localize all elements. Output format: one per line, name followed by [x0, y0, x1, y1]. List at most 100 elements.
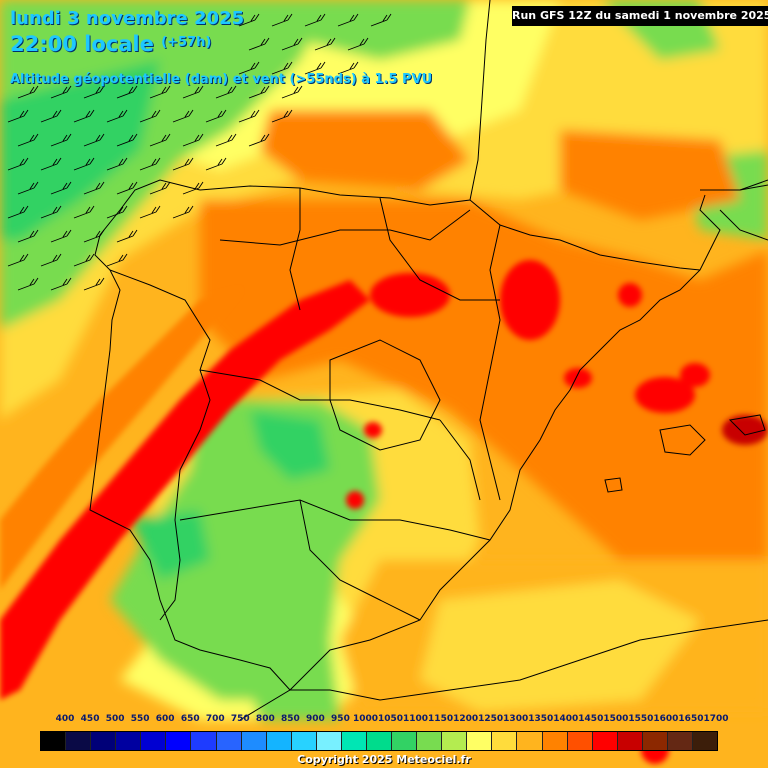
- legend-swatch: [66, 732, 92, 750]
- wind-barb: [106, 109, 128, 123]
- wind-barb: [248, 85, 270, 99]
- legend-label: 650: [180, 714, 200, 724]
- wind-barb: [370, 13, 392, 27]
- legend-label: 1100: [403, 714, 429, 724]
- border-portugal: [109, 269, 211, 621]
- wind-barb: [83, 277, 105, 291]
- wind-barb: [314, 37, 336, 51]
- field-green-nw-core: [0, 60, 160, 240]
- borders: [89, 0, 768, 721]
- wind-barb: [73, 109, 95, 123]
- wind-barb: [40, 205, 62, 219]
- wind-barb: [83, 85, 105, 99]
- region-2: [289, 188, 301, 311]
- region-4: [479, 224, 501, 501]
- red-blob-balearic: [722, 415, 768, 445]
- field-green-sw: [110, 400, 380, 700]
- red-blob-north: [370, 273, 450, 317]
- legend-label: 800: [255, 714, 275, 724]
- wind-barb: [73, 253, 95, 267]
- wind-barb: [73, 205, 95, 219]
- wind-barb: [172, 205, 194, 219]
- region-1: [219, 209, 471, 246]
- jet-band-red: [0, 280, 370, 700]
- forecast-time: 22:00 locale (+57h): [10, 32, 211, 56]
- wind-barb: [50, 229, 72, 243]
- legend-label: 1300: [503, 714, 529, 724]
- field-green-north: [250, 0, 470, 60]
- coastline-france-south2: [699, 194, 721, 251]
- wind-barbs: [7, 13, 392, 291]
- legend-swatch: [241, 732, 267, 750]
- wind-barb: [304, 13, 326, 27]
- legend-swatch: [216, 732, 242, 750]
- wind-barb: [116, 181, 138, 195]
- wind-barb: [50, 85, 72, 99]
- legend-swatch: [367, 732, 393, 750]
- wind-barb: [337, 13, 359, 27]
- legend-swatch: [41, 732, 67, 750]
- legend-label: 1700: [703, 714, 729, 724]
- red-blob-ne2: [618, 283, 642, 307]
- field-green-south: [240, 640, 340, 720]
- legend-label: 700: [205, 714, 225, 724]
- wind-barb: [238, 61, 260, 75]
- wind-barb: [73, 157, 95, 171]
- red-blob-sw2: [364, 422, 382, 438]
- region-9: [439, 419, 481, 501]
- coastline-africa: [239, 619, 768, 721]
- wind-barb: [17, 85, 39, 99]
- wind-barb: [116, 85, 138, 99]
- field-orange-ne: [560, 130, 740, 220]
- red-blob-sw1: [346, 491, 364, 509]
- legend-swatch: [567, 732, 593, 750]
- copyright: Copyright 2025 Meteociel.fr: [297, 753, 471, 766]
- wind-barb: [304, 61, 326, 75]
- wind-barb: [50, 277, 72, 291]
- wind-barb: [347, 37, 369, 51]
- wind-barb: [149, 133, 171, 147]
- legend-swatch: [442, 732, 468, 750]
- legend-labels: 400 450 500 550 600 650 700 750 800 850 900 950 1000…: [0, 714, 768, 728]
- region-5: [199, 369, 441, 421]
- wind-barb: [17, 133, 39, 147]
- legend-label: 1600: [653, 714, 679, 724]
- wind-barb: [238, 13, 260, 27]
- jet-band-orange-left: [0, 290, 240, 590]
- legend-label: 1200: [453, 714, 479, 724]
- legend-label: 1150: [428, 714, 454, 724]
- wind-barb: [139, 109, 161, 123]
- balearic-menorca: [728, 414, 766, 436]
- wind-barb: [281, 37, 303, 51]
- wind-barb: [238, 109, 260, 123]
- wind-barb: [40, 253, 62, 267]
- wind-barb: [215, 133, 237, 147]
- wind-barb: [7, 109, 29, 123]
- legend-swatch: [191, 732, 217, 750]
- wind-barb: [215, 85, 237, 99]
- wind-barb: [50, 181, 72, 195]
- legend-swatch: [467, 732, 493, 750]
- wind-barb: [182, 85, 204, 99]
- wind-barb: [106, 157, 128, 171]
- border-pyrenees: [469, 199, 701, 271]
- field-green-sw-core: [250, 410, 330, 480]
- legend-label: 1400: [553, 714, 579, 724]
- legend-label: 400: [55, 714, 75, 724]
- wind-barb: [40, 109, 62, 123]
- forecast-date: lundi 3 novembre 2025: [10, 8, 245, 29]
- coastline-iberia-north: [89, 179, 711, 691]
- region-3: [379, 197, 500, 301]
- run-info: Run GFS 12Z du samedi 1 novembre 2025: [512, 6, 768, 26]
- legend-swatch: [617, 732, 643, 750]
- legend-label: 850: [280, 714, 300, 724]
- legend-label: 1650: [678, 714, 704, 724]
- region-8: [299, 499, 421, 621]
- legend-swatch: [141, 732, 167, 750]
- coastline-france: [199, 0, 491, 206]
- red-blob-ne1: [500, 260, 560, 340]
- legend-label: 950: [331, 714, 350, 724]
- wind-barb: [271, 109, 293, 123]
- region-7: [179, 499, 491, 541]
- legend-swatch: [642, 732, 668, 750]
